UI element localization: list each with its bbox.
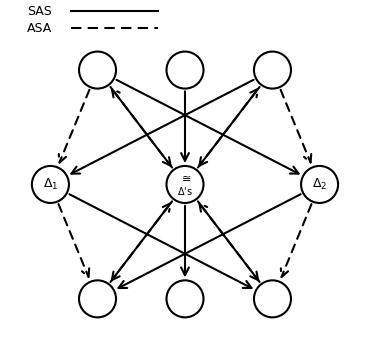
Text: $\Delta$'s: $\Delta$'s	[177, 185, 193, 197]
Text: SAS: SAS	[27, 5, 52, 18]
Text: ASA: ASA	[27, 22, 52, 35]
Text: $\cong$: $\cong$	[179, 173, 191, 183]
Text: $\Delta_2$: $\Delta_2$	[312, 177, 327, 192]
Text: $\Delta_1$: $\Delta_1$	[43, 177, 58, 192]
